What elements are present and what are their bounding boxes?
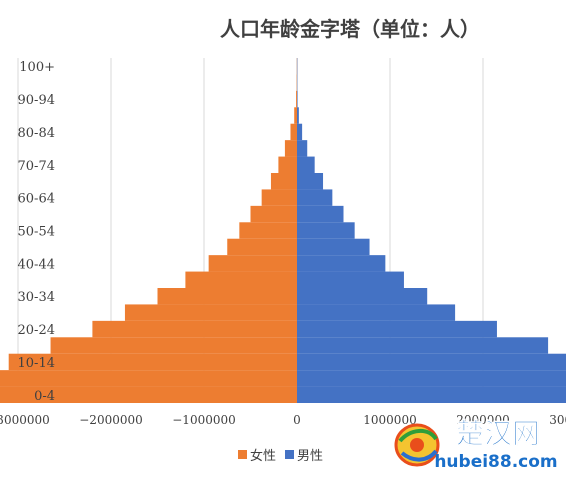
male-bar-70-74 xyxy=(297,156,315,173)
male-bar-25-29 xyxy=(297,304,456,321)
female-bar-65-69 xyxy=(270,173,297,190)
female-bar-10-14 xyxy=(8,353,297,371)
female-bar-80-84 xyxy=(290,123,297,141)
male-bar-15-19 xyxy=(297,337,549,354)
watermark-logo: 楚汉网 hubei88.com xyxy=(390,411,560,477)
watermark-sub-text: hubei88.com xyxy=(434,452,557,472)
male-bar-75-79 xyxy=(297,140,308,157)
y-tick-label: 70-74 xyxy=(18,159,55,174)
male-bar-50-54 xyxy=(297,222,355,239)
legend-swatch-male xyxy=(285,450,294,459)
female-bar-45-49 xyxy=(227,238,297,256)
male-bar-80-84 xyxy=(297,123,303,141)
female-bar-70-74 xyxy=(278,156,297,173)
male-bar-30-34 xyxy=(297,288,428,305)
legend-label-male: 男性 xyxy=(297,449,323,464)
y-axis-tick-labels: 0-4 10-14 20-24 30-34 40-44 50-54 60-64 70-74 80… xyxy=(18,60,55,404)
male-bar-10-14 xyxy=(297,353,566,371)
x-tick-label: 2000000 xyxy=(456,413,509,427)
x-tick-label: 0 xyxy=(293,413,301,427)
female-bar-30-34 xyxy=(157,288,297,305)
male-bar-35-39 xyxy=(297,271,404,288)
x-tick-label: −3000000 xyxy=(0,413,50,427)
legend-swatch-female xyxy=(238,450,247,459)
male-bar-0-4 xyxy=(297,386,566,403)
female-bar-40-44 xyxy=(208,255,297,272)
x-tick-label: 1000000 xyxy=(363,413,416,427)
watermark-globe-icon xyxy=(394,423,440,467)
y-tick-label: 10-14 xyxy=(18,356,55,371)
female-bar-55-59 xyxy=(250,205,297,223)
chart-title: 人口年龄金字塔（单位：人） xyxy=(220,17,480,41)
bars xyxy=(0,58,566,403)
y-tick-label: 30-34 xyxy=(18,290,55,305)
x-tick-label: −2000000 xyxy=(79,413,143,427)
x-axis-tick-labels: −5000000−4000000−3000000−2000000−1000000… xyxy=(0,413,566,427)
x-tick-label: 3000000 xyxy=(549,413,566,427)
x-tick-label: −1000000 xyxy=(172,413,236,427)
y-tick-label: 50-54 xyxy=(18,225,55,240)
male-bar-5-9 xyxy=(297,370,566,387)
male-bar-85-89 xyxy=(297,107,299,124)
female-bar-35-39 xyxy=(185,271,297,288)
y-tick-label: 40-44 xyxy=(18,257,55,272)
female-bar-75-79 xyxy=(284,140,297,157)
female-bar-15-19 xyxy=(50,337,297,354)
y-tick-label: 80-84 xyxy=(18,126,55,141)
y-tick-label: 20-24 xyxy=(18,323,55,338)
legend: 女性 男性 xyxy=(238,448,323,464)
watermark-main-text: 楚汉网 xyxy=(456,417,540,450)
y-tick-label: 60-64 xyxy=(18,192,55,207)
male-bar-65-69 xyxy=(297,173,324,190)
female-bar-50-54 xyxy=(239,222,297,239)
male-bar-60-64 xyxy=(297,189,333,206)
female-bar-20-24 xyxy=(92,320,298,338)
female-bar-5-9 xyxy=(0,370,297,387)
male-bar-90-94 xyxy=(297,90,298,108)
male-bar-45-49 xyxy=(297,238,370,256)
y-tick-label: 0-4 xyxy=(34,389,55,404)
male-bar-55-59 xyxy=(297,205,344,223)
male-bar-20-24 xyxy=(297,320,497,338)
y-tick-label: 100+ xyxy=(19,60,55,75)
female-bar-60-64 xyxy=(261,189,297,206)
y-tick-label: 90-94 xyxy=(18,93,55,108)
legend-label-female: 女性 xyxy=(250,448,276,464)
female-bar-90-94 xyxy=(296,90,297,108)
female-bar-85-89 xyxy=(294,107,297,124)
female-bar-25-29 xyxy=(124,304,297,321)
female-bar-0-4 xyxy=(0,386,298,403)
male-bar-40-44 xyxy=(297,255,386,272)
